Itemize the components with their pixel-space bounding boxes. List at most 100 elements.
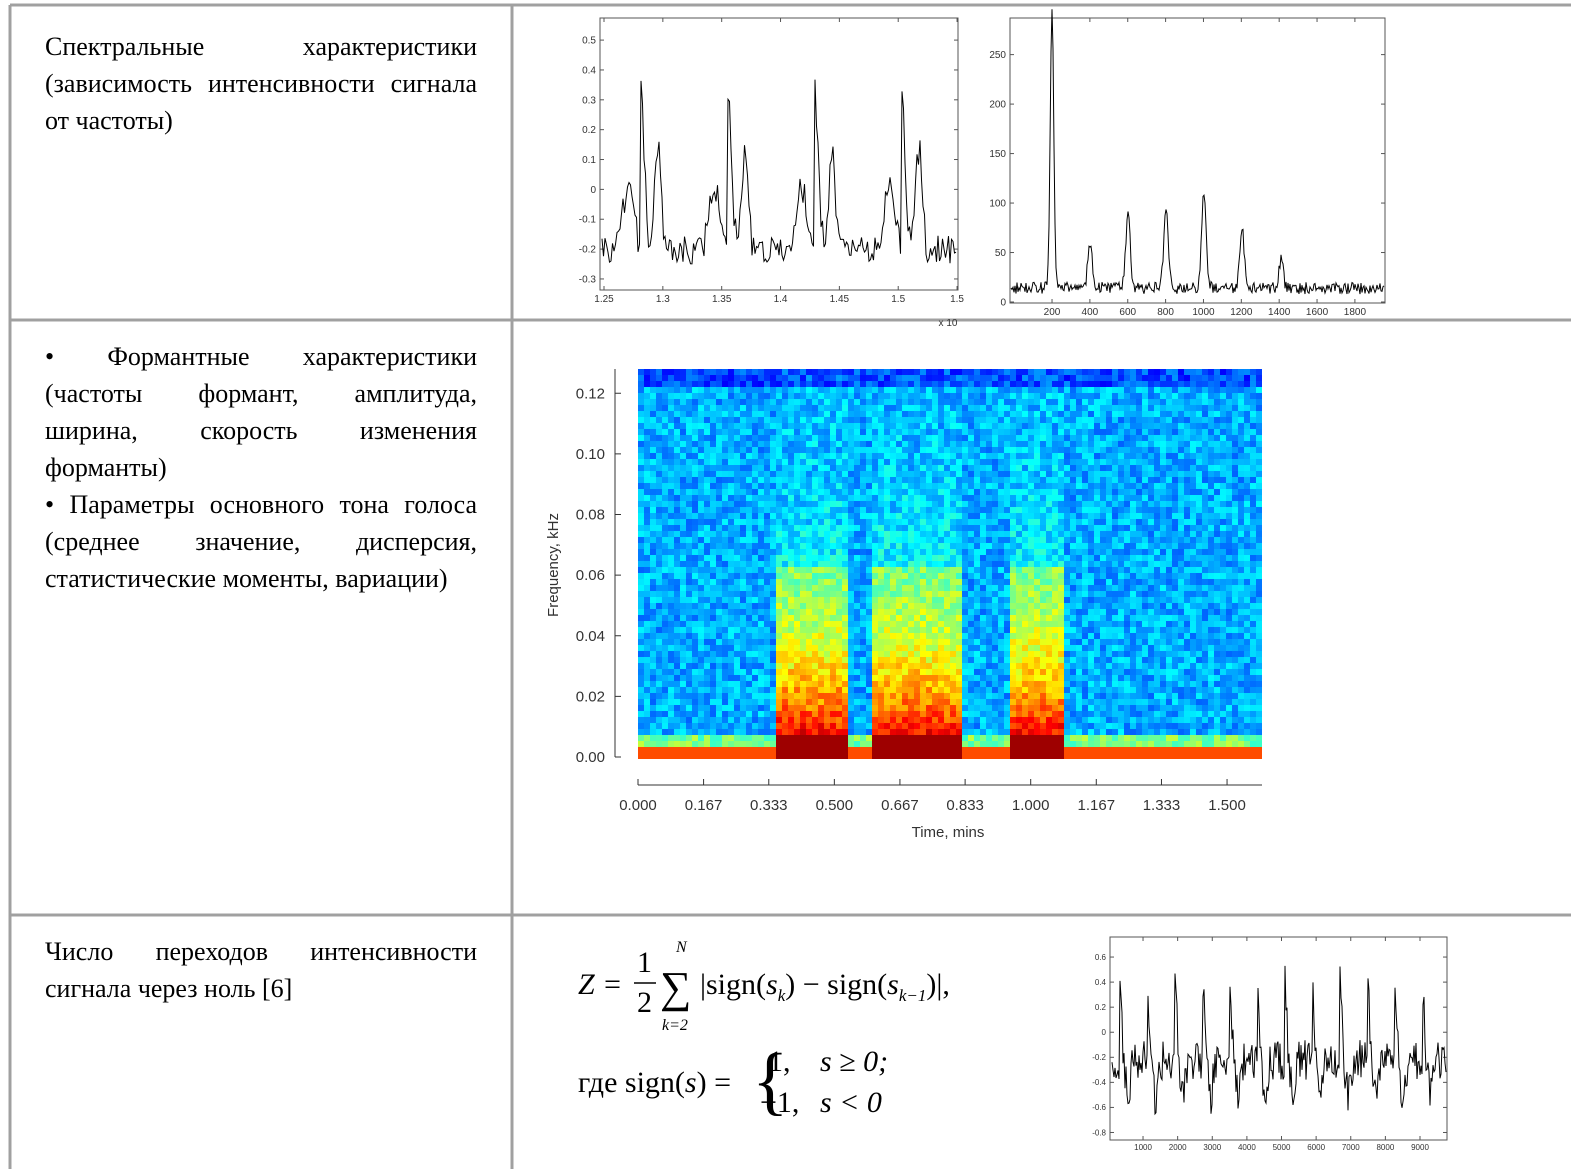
spectrogram-cell bbox=[1058, 705, 1064, 711]
spectrogram-cell bbox=[1064, 597, 1070, 603]
spectrogram-cell bbox=[758, 399, 764, 405]
spectrogram-cell bbox=[986, 591, 992, 597]
spectrogram-cell bbox=[824, 693, 830, 699]
spectrogram-cell bbox=[764, 633, 770, 639]
y-tick-label: 0.2 bbox=[1095, 1003, 1107, 1012]
spectrogram-cell bbox=[824, 669, 830, 675]
spectrogram-cell bbox=[980, 447, 986, 453]
spectrogram-cell bbox=[752, 453, 758, 459]
spectrogram-cell bbox=[1064, 447, 1070, 453]
spectrogram-cell bbox=[962, 561, 968, 567]
spectrogram-cell bbox=[848, 657, 854, 663]
spectrogram-cell bbox=[944, 681, 950, 687]
spectrogram-cell bbox=[668, 693, 674, 699]
spectrogram-cell bbox=[872, 459, 878, 465]
spectrogram-cell bbox=[722, 621, 728, 627]
spectrogram-cell bbox=[770, 375, 776, 381]
spectrogram-cell bbox=[1034, 459, 1040, 465]
spectrogram-cell bbox=[1028, 417, 1034, 423]
spectrogram-cell bbox=[1034, 447, 1040, 453]
spectrogram-cell bbox=[884, 405, 890, 411]
spectrogram-cell bbox=[746, 477, 752, 483]
spectrogram-cell bbox=[1052, 483, 1058, 489]
spectrogram-cell bbox=[758, 537, 764, 543]
spectrogram-cell bbox=[764, 705, 770, 711]
y-tick-label: 250 bbox=[989, 50, 1006, 61]
spectrogram-cell bbox=[722, 399, 728, 405]
spectrogram-cell bbox=[686, 555, 692, 561]
spectrogram-cell bbox=[836, 747, 842, 753]
spectrogram-cell bbox=[1052, 591, 1058, 597]
spectrogram-cell bbox=[1076, 429, 1082, 435]
spectrogram-cell bbox=[770, 513, 776, 519]
spectrogram-cell bbox=[674, 741, 680, 747]
spectrogram-cell bbox=[836, 483, 842, 489]
spectrogram-cell bbox=[944, 525, 950, 531]
spectrogram-cell bbox=[704, 441, 710, 447]
spectrogram-cell bbox=[992, 675, 998, 681]
spectrogram-cell bbox=[980, 477, 986, 483]
spectrogram-cell bbox=[908, 543, 914, 549]
spectrogram-cell bbox=[854, 669, 860, 675]
spectrogram-cell bbox=[1064, 747, 1070, 753]
spectrogram-cell bbox=[1004, 375, 1010, 381]
spectrogram-cell bbox=[1010, 615, 1016, 621]
spectrogram-cell bbox=[740, 675, 746, 681]
spectrogram-cell bbox=[764, 537, 770, 543]
spectrogram-cell bbox=[752, 753, 758, 759]
spectrogram-cell bbox=[764, 435, 770, 441]
spectrogram-cell bbox=[698, 627, 704, 633]
spectrogram-cell bbox=[884, 669, 890, 675]
spectrogram-cell bbox=[890, 663, 896, 669]
spectrogram-cell bbox=[758, 711, 764, 717]
spectrogram-cell bbox=[914, 507, 920, 513]
spectrogram-cell bbox=[1022, 663, 1028, 669]
spectrogram-cell bbox=[1028, 429, 1034, 435]
spectrogram-cell bbox=[866, 459, 872, 465]
spectrogram-cell bbox=[794, 519, 800, 525]
spectrogram-cell bbox=[728, 573, 734, 579]
spectrogram-cell bbox=[788, 435, 794, 441]
spectrogram-cell bbox=[914, 423, 920, 429]
spectrogram-cell bbox=[800, 591, 806, 597]
spectrogram-cell bbox=[962, 453, 968, 459]
spectrogram-cell bbox=[998, 585, 1004, 591]
spectrogram-cell bbox=[818, 375, 824, 381]
spectrogram-cell bbox=[950, 711, 956, 717]
spectrogram-cell bbox=[674, 471, 680, 477]
spectrogram-cell bbox=[680, 501, 686, 507]
spectrogram-cell bbox=[866, 435, 872, 441]
spectrogram-cell bbox=[926, 723, 932, 729]
spectrogram-cell bbox=[728, 735, 734, 741]
spectrogram-cell bbox=[728, 663, 734, 669]
spectrogram-cell bbox=[914, 573, 920, 579]
spectrogram-cell bbox=[842, 465, 848, 471]
spectrogram-cell bbox=[968, 699, 974, 705]
spectrogram-cell bbox=[698, 567, 704, 573]
spectrogram-cell bbox=[896, 369, 902, 375]
spectrogram-cell bbox=[794, 531, 800, 537]
spectrogram-cell bbox=[680, 633, 686, 639]
spectrogram-cell bbox=[818, 543, 824, 549]
spectrogram-cell bbox=[650, 513, 656, 519]
spectrogram-cell bbox=[896, 657, 902, 663]
spectrogram-cell bbox=[968, 495, 974, 501]
spectrogram-cell bbox=[698, 687, 704, 693]
spectrogram-cell bbox=[890, 627, 896, 633]
spectrogram-cell bbox=[1070, 411, 1076, 417]
spectrogram-cell bbox=[812, 681, 818, 687]
spectrogram-cell bbox=[836, 471, 842, 477]
spectrogram-cell bbox=[812, 507, 818, 513]
spectrogram-cell bbox=[962, 513, 968, 519]
spectrogram-cell bbox=[770, 387, 776, 393]
spectrogram-cell bbox=[1010, 441, 1016, 447]
spectrogram-cell bbox=[866, 669, 872, 675]
spectrogram-cell bbox=[956, 753, 962, 759]
spectrogram-cell bbox=[938, 657, 944, 663]
spectrogram-cell bbox=[1064, 681, 1070, 687]
spectrogram-cell bbox=[956, 393, 962, 399]
spectrogram-cell bbox=[734, 675, 740, 681]
spectrogram-cell bbox=[806, 609, 812, 615]
spectrogram-cell bbox=[938, 693, 944, 699]
spectrogram-cell bbox=[860, 651, 866, 657]
